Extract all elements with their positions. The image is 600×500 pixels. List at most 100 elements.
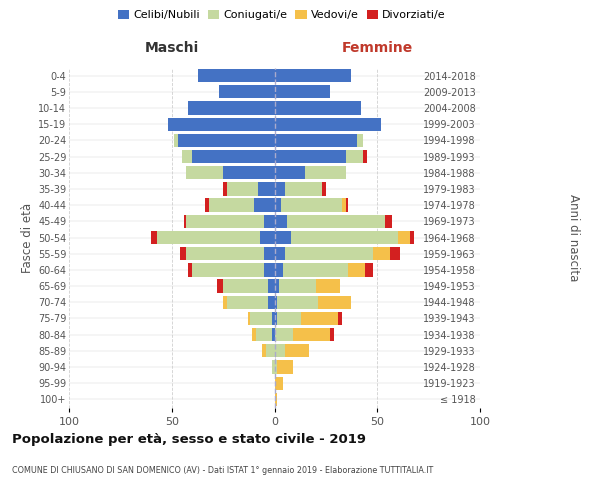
Bar [291, 231, 398, 244]
Bar [346, 150, 363, 163]
Bar [275, 328, 293, 342]
Bar [275, 393, 277, 406]
Bar [252, 328, 256, 342]
Bar [343, 198, 346, 212]
Bar [157, 231, 260, 244]
Bar [275, 166, 305, 179]
Bar [193, 150, 275, 163]
Bar [275, 263, 283, 276]
Bar [256, 328, 272, 342]
Bar [346, 198, 349, 212]
Bar [275, 344, 285, 358]
Text: Femmine: Femmine [341, 41, 413, 55]
Bar [398, 231, 410, 244]
Bar [188, 263, 193, 276]
Bar [275, 376, 283, 390]
Bar [305, 166, 346, 179]
Bar [199, 69, 275, 82]
Bar [322, 182, 326, 196]
Y-axis label: Fasce di età: Fasce di età [20, 202, 34, 272]
Bar [186, 247, 264, 260]
Bar [275, 150, 346, 163]
Bar [250, 312, 272, 325]
Bar [338, 312, 343, 325]
Bar [275, 134, 356, 147]
Bar [262, 344, 266, 358]
Bar [275, 360, 277, 374]
Bar [285, 247, 373, 260]
Bar [363, 150, 367, 163]
Bar [283, 263, 349, 276]
Bar [272, 328, 275, 342]
Bar [301, 312, 338, 325]
Bar [275, 231, 291, 244]
Bar [268, 296, 275, 309]
Bar [275, 312, 277, 325]
Bar [186, 166, 223, 179]
Bar [205, 198, 209, 212]
Bar [365, 263, 373, 276]
Bar [316, 280, 340, 292]
Bar [275, 296, 277, 309]
Bar [349, 263, 365, 276]
Bar [209, 198, 254, 212]
Bar [223, 280, 268, 292]
Bar [277, 360, 293, 374]
Text: Anni di nascita: Anni di nascita [566, 194, 580, 281]
Text: COMUNE DI CHIUSANO DI SAN DOMENICO (AV) - Dati ISTAT 1° gennaio 2019 - Elaborazi: COMUNE DI CHIUSANO DI SAN DOMENICO (AV) … [12, 466, 433, 475]
Bar [285, 344, 310, 358]
Bar [317, 296, 350, 309]
Bar [174, 134, 178, 147]
Bar [258, 182, 275, 196]
Bar [223, 296, 227, 309]
Bar [356, 134, 363, 147]
Bar [293, 328, 330, 342]
Bar [277, 312, 301, 325]
Bar [254, 198, 275, 212]
Bar [278, 280, 316, 292]
Bar [151, 231, 157, 244]
Bar [330, 328, 334, 342]
Bar [275, 247, 285, 260]
Bar [275, 280, 278, 292]
Bar [193, 263, 264, 276]
Bar [182, 150, 193, 163]
Bar [167, 118, 275, 131]
Bar [275, 214, 287, 228]
Bar [275, 118, 382, 131]
Bar [223, 166, 275, 179]
Bar [285, 182, 322, 196]
Bar [178, 134, 275, 147]
Bar [260, 231, 275, 244]
Bar [248, 312, 250, 325]
Bar [217, 280, 223, 292]
Bar [275, 102, 361, 114]
Bar [373, 247, 389, 260]
Legend: Celibi/Nubili, Coniugati/e, Vedovi/e, Divorziati/e: Celibi/Nubili, Coniugati/e, Vedovi/e, Di… [114, 6, 450, 25]
Bar [186, 214, 264, 228]
Bar [410, 231, 414, 244]
Bar [266, 344, 275, 358]
Bar [275, 85, 330, 98]
Bar [184, 214, 186, 228]
Bar [219, 85, 275, 98]
Bar [227, 182, 258, 196]
Bar [264, 263, 275, 276]
Bar [227, 296, 268, 309]
Bar [287, 214, 385, 228]
Bar [385, 214, 392, 228]
Bar [275, 198, 281, 212]
Bar [275, 182, 285, 196]
Bar [264, 214, 275, 228]
Bar [277, 296, 317, 309]
Bar [264, 247, 275, 260]
Bar [389, 247, 400, 260]
Bar [281, 198, 343, 212]
Text: Popolazione per età, sesso e stato civile - 2019: Popolazione per età, sesso e stato civil… [12, 432, 366, 446]
Bar [223, 182, 227, 196]
Bar [272, 360, 275, 374]
Bar [188, 102, 275, 114]
Bar [272, 312, 275, 325]
Bar [180, 247, 186, 260]
Text: Maschi: Maschi [145, 41, 199, 55]
